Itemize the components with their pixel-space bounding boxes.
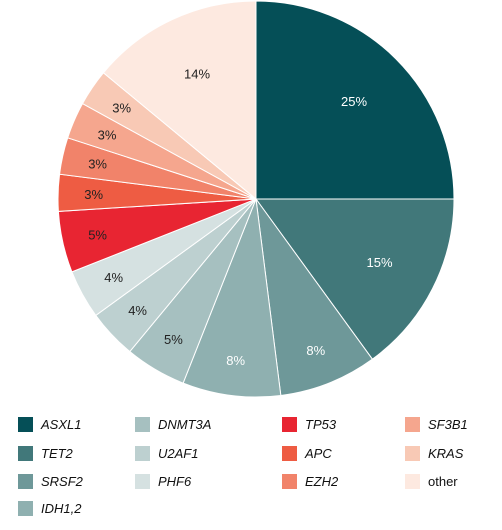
slice-value-label: 4% — [128, 303, 147, 318]
legend-item: APC — [282, 443, 332, 463]
pie-slice-idh1-2 — [182, 198, 282, 398]
legend-item: TET2 — [18, 443, 73, 463]
legend-swatch — [282, 445, 297, 461]
pie-slice-srsf2 — [255, 198, 374, 396]
legend-item: other — [405, 471, 458, 491]
pie-chart: 25% 15% 8% 8% 5% 4% 4% 5% 3% 3% 3% 3% 14% — [57, 0, 455, 398]
slice-value-label: 14% — [184, 67, 210, 82]
legend-swatch — [135, 416, 150, 432]
slice-value-label: 3% — [98, 128, 117, 143]
legend-label: IDH1,2 — [41, 500, 82, 516]
legend-item: DNMT3A — [135, 414, 211, 434]
legend-swatch — [405, 445, 420, 461]
legend-item: TP53 — [282, 414, 336, 434]
legend-label: DNMT3A — [158, 416, 212, 432]
legend-label: U2AF1 — [158, 445, 199, 461]
legend-item: IDH1,2 — [18, 498, 81, 518]
legend-swatch — [18, 500, 33, 516]
slice-value-label: 5% — [88, 227, 107, 242]
slice-value-label: 3% — [84, 187, 103, 202]
slice-value-label: 15% — [366, 255, 392, 270]
pie-slice-asxl1 — [255, 0, 455, 200]
slice-value-label: 25% — [341, 94, 367, 109]
legend-item: KRAS — [405, 443, 463, 463]
legend-label: APC — [305, 445, 332, 461]
legend-label: other — [428, 473, 458, 489]
slice-value-label: 4% — [104, 270, 123, 285]
legend-label: KRAS — [428, 445, 464, 461]
legend-label: EZH2 — [305, 473, 339, 489]
slice-value-label: 8% — [306, 343, 325, 358]
legend-swatch — [405, 473, 420, 489]
legend-item: PHF6 — [135, 471, 191, 491]
legend-label: PHF6 — [158, 473, 192, 489]
legend-label: TET2 — [41, 445, 73, 461]
legend-item: SRSF2 — [18, 471, 83, 491]
legend-item: ASXL1 — [18, 414, 81, 434]
pie-slice-other — [102, 0, 257, 201]
legend-swatch — [18, 445, 33, 461]
slice-value-label: 3% — [88, 157, 107, 172]
legend-swatch — [18, 473, 33, 489]
legend-swatch — [18, 416, 33, 432]
legend-label: TP53 — [305, 416, 337, 432]
legend-swatch — [282, 416, 297, 432]
legend-swatch — [135, 473, 150, 489]
slice-value-label: 3% — [112, 101, 131, 116]
slice-value-label: 8% — [226, 353, 245, 368]
legend-label: ASXL1 — [41, 416, 82, 432]
legend-swatch — [405, 416, 420, 432]
legend-swatch — [282, 473, 297, 489]
legend-label: SRSF2 — [41, 473, 83, 489]
legend-swatch — [135, 445, 150, 461]
legend-item: EZH2 — [282, 471, 338, 491]
legend-item: SF3B1 — [405, 414, 468, 434]
legend-item: U2AF1 — [135, 443, 198, 463]
legend-label: SF3B1 — [428, 416, 468, 432]
pie-slice-tet2 — [255, 198, 455, 360]
slice-value-label: 5% — [164, 332, 183, 347]
